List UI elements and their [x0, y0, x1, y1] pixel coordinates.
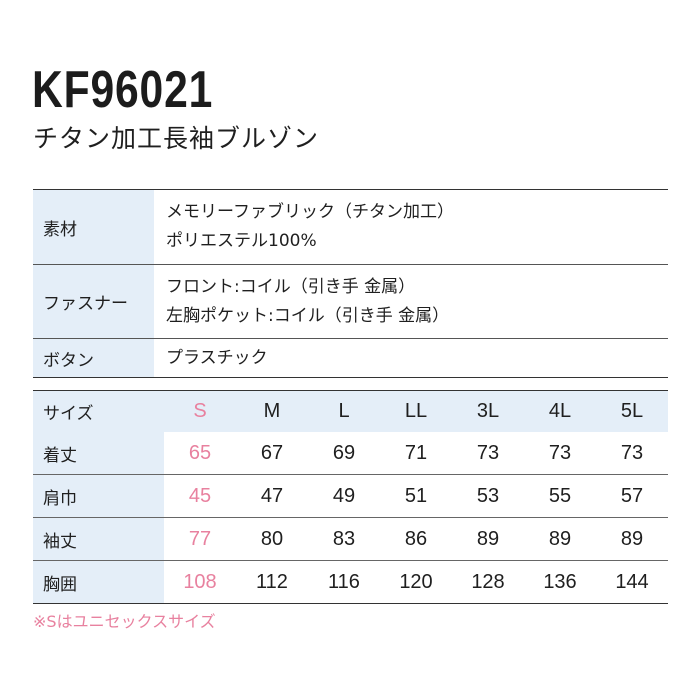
spec-value-line: プラスチック — [166, 347, 268, 368]
table-cell: 108 — [164, 560, 236, 604]
table-cell: 89 — [452, 517, 524, 561]
table-cell: 86 — [380, 517, 452, 561]
spec-row-fastener: ファスナー フロント:コイル（引き手 金属） 左胸ポケット:コイル（引き手 金属… — [33, 264, 668, 338]
table-cell: 67 — [260, 441, 284, 464]
table-row: 胸囲 108 112 116 120 128 136 144 — [33, 560, 668, 604]
table-cell: 77 — [164, 517, 236, 561]
row-label: 肩巾 — [33, 474, 164, 518]
table-cell: 128 — [452, 560, 524, 604]
spec-value: フロント:コイル（引き手 金属） 左胸ポケット:コイル（引き手 金属） — [154, 265, 668, 338]
product-code: KF96021 — [32, 61, 214, 119]
product-name: チタン加工長袖ブルゾン — [33, 124, 320, 153]
spec-value-line: メモリーファブリック（チタン加工） — [166, 202, 454, 222]
spec-value-line: ポリエステル100% — [166, 231, 317, 251]
size-header-label: サイズ — [33, 390, 164, 432]
size-col-header: 5L — [620, 400, 644, 422]
spec-label: ファスナー — [33, 265, 154, 338]
spec-row-button: ボタン プラスチック — [33, 338, 668, 377]
spec-row-material: 素材 メモリーファブリック（チタン加工） ポリエステル100% — [33, 190, 668, 264]
table-cell: 112 — [236, 560, 308, 604]
table-cell: 65 — [188, 441, 212, 464]
row-label: 胸囲 — [33, 560, 164, 604]
spec-label: 素材 — [33, 190, 154, 264]
table-cell: 49 — [308, 474, 380, 518]
row-label: 着丈 — [33, 432, 164, 475]
size-col-header: LL — [404, 400, 428, 422]
table-cell: 80 — [236, 517, 308, 561]
table-cell: 73 — [620, 441, 644, 464]
table-row: 肩巾 45 47 49 51 53 55 57 — [33, 474, 668, 518]
spec-table: 素材 メモリーファブリック（チタン加工） ポリエステル100% ファスナー フロ… — [33, 189, 668, 378]
table-cell: 136 — [524, 560, 596, 604]
table-cell: 73 — [476, 441, 500, 464]
table-row: 袖丈 77 80 83 86 89 89 89 — [33, 517, 668, 561]
table-cell: 57 — [596, 474, 668, 518]
size-col-header: 4L — [548, 400, 572, 422]
spec-value-line: フロント:コイル（引き手 金属） — [166, 276, 416, 297]
table-row: 着丈 65 67 69 71 73 73 73 — [33, 432, 668, 475]
spec-value: プラスチック — [154, 339, 668, 377]
table-cell: 47 — [236, 474, 308, 518]
size-col-header: 3L — [476, 400, 500, 422]
spec-value-line: 左胸ポケット:コイル（引き手 金属） — [166, 305, 450, 326]
size-col-header: L — [338, 400, 350, 422]
table-cell: 116 — [308, 560, 380, 604]
size-col-header: S — [193, 400, 207, 422]
table-cell: 83 — [308, 517, 380, 561]
size-header-row: サイズ S M L LL 3L 4L 5L — [33, 390, 668, 432]
table-cell: 69 — [332, 441, 356, 464]
size-col-header: M — [263, 400, 281, 422]
table-cell: 71 — [404, 441, 428, 464]
unisex-note: ※Sはユニセックスサイズ — [33, 612, 216, 631]
table-cell: 89 — [596, 517, 668, 561]
spec-value: メモリーファブリック（チタン加工） ポリエステル100% — [154, 190, 668, 264]
table-cell: 55 — [524, 474, 596, 518]
spec-label: ボタン — [33, 339, 154, 377]
table-cell: 144 — [596, 560, 668, 604]
table-cell: 45 — [164, 474, 236, 518]
table-cell: 51 — [380, 474, 452, 518]
table-cell: 89 — [524, 517, 596, 561]
size-table: サイズ S M L LL 3L 4L 5L 着丈 65 67 69 71 73 … — [33, 390, 668, 604]
table-cell: 53 — [452, 474, 524, 518]
table-cell: 120 — [380, 560, 452, 604]
table-cell: 73 — [548, 441, 572, 464]
row-label: 袖丈 — [33, 517, 164, 561]
